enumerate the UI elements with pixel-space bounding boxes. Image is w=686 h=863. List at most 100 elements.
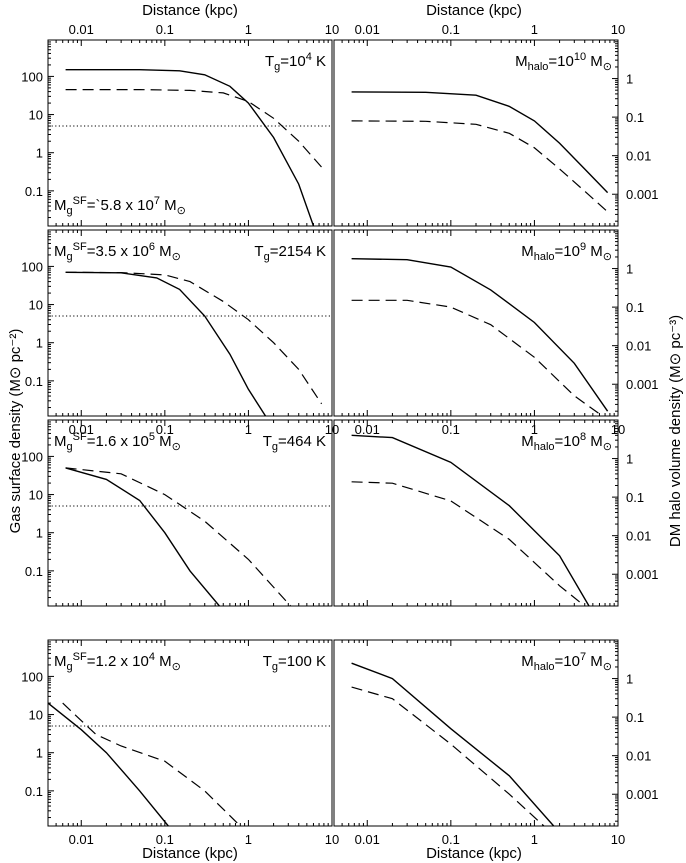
y-tick-label: 100 <box>21 259 43 274</box>
y-tick-label: 0.1 <box>626 300 644 315</box>
panel-annotation: Mhalo=108 M⊙ <box>521 431 612 453</box>
x-tick-label: 0.1 <box>156 22 174 37</box>
series-solid-line <box>65 271 267 416</box>
y-tick-label: 0.01 <box>626 149 651 164</box>
x-tick-label: 10 <box>325 22 339 37</box>
series-solid-line <box>65 69 315 226</box>
left-ylabel: Gas surface density (M⊙ pc⁻²) <box>7 329 24 534</box>
panel-annotation: Tg=464 K <box>263 433 326 453</box>
panel-annotation: Mhalo=1010 M⊙ <box>515 51 612 73</box>
series-dashed-line <box>62 702 241 826</box>
y-tick-label: 10 <box>29 298 43 313</box>
top-xlabel-left: Distance (kpc) <box>142 2 238 19</box>
x-tick-label: 1 <box>531 22 538 37</box>
panel-annotation: Tg=2154 K <box>254 243 326 263</box>
panel-annotation: Mhalo=109 M⊙ <box>521 241 612 263</box>
bottom-xlabel-right: Distance (kpc) <box>426 845 522 862</box>
panel-annotation: MgSF=`5.8 x 107 M⊙ <box>54 195 186 217</box>
y-tick-label: 0.1 <box>626 490 644 505</box>
x-tick-label: 0.01 <box>355 22 380 37</box>
series-group <box>48 271 332 416</box>
x-tick-label: 10 <box>611 22 625 37</box>
series-group <box>48 702 332 826</box>
x-tick-label: 0.1 <box>442 422 460 437</box>
series-dashed-line <box>65 467 292 606</box>
series-dashed-line <box>351 120 609 213</box>
y-tick-label: 100 <box>21 669 43 684</box>
x-tick-label: 10 <box>325 832 339 847</box>
y-tick-label: 100 <box>21 69 43 84</box>
x-tick-label: 1 <box>245 422 252 437</box>
panel-right-row-1: 0.01 0.1 1 10 0.001 0.01 0.1 1 Mhalo=1010 M⊙ <box>333 22 659 227</box>
x-tick-label: 1 <box>245 832 252 847</box>
series-group <box>351 434 590 606</box>
panel-annotation: MgSF=1.2 x 104 M⊙ <box>54 651 181 673</box>
series-dashed-line <box>351 481 586 606</box>
series-group <box>351 91 609 213</box>
x-tick-label: 0.1 <box>442 832 460 847</box>
x-tick-label: 1 <box>531 832 538 847</box>
x-tick-label: 1 <box>245 22 252 37</box>
y-tick-label: 100 <box>21 449 43 464</box>
series-dashed-line <box>351 299 604 416</box>
y-tick-label: 0.1 <box>626 710 644 725</box>
y-tick-label: 0.1 <box>25 564 43 579</box>
x-tick-label: 0.01 <box>69 422 94 437</box>
y-tick-label: 0.1 <box>25 784 43 799</box>
panel-left-row-4: 0.01 0.1 1 10 0.1 1 10 100 MgSF=1.2 x 104 M⊙ Tg=1… <box>21 639 339 847</box>
y-tick-label: 1 <box>36 146 43 161</box>
y-tick-label: 1 <box>626 72 633 87</box>
series-dashed-line <box>351 686 545 826</box>
x-tick-label: 1 <box>531 422 538 437</box>
y-tick-label: 0.01 <box>626 339 651 354</box>
y-tick-label: 1 <box>36 526 43 541</box>
panel-right-row-4: 0.01 0.1 1 10 0.001 0.01 0.1 1 Mhalo=107 M⊙ <box>333 639 659 847</box>
series-solid-line <box>351 662 555 826</box>
x-tick-label: 0.01 <box>69 832 94 847</box>
y-tick-label: 0.001 <box>626 187 659 202</box>
x-tick-label: 0.1 <box>156 832 174 847</box>
y-tick-label: 0.1 <box>626 110 644 125</box>
panel-annotation: MgSF=3.5 x 106 M⊙ <box>54 241 181 263</box>
panel-annotation: Tg=104 K <box>265 51 326 73</box>
y-tick-label: 1 <box>626 452 633 467</box>
series-group <box>351 258 609 416</box>
bottom-xlabel-left: Distance (kpc) <box>142 845 238 862</box>
y-tick-label: 1 <box>36 746 43 761</box>
series-group <box>48 467 332 606</box>
y-tick-label: 0.1 <box>25 374 43 389</box>
series-solid-line <box>351 434 590 606</box>
panel-frame <box>333 39 619 227</box>
y-tick-label: 0.1 <box>25 184 43 199</box>
panels: 0.01 0.1 1 10 0.1 1 10 100 Tg=104 K MgSF=`5.8 x 1… <box>21 22 658 847</box>
y-tick-label: 0.01 <box>626 529 651 544</box>
series-solid-line <box>65 467 220 606</box>
series-solid-line <box>351 258 609 412</box>
series-dashed-line <box>65 271 323 405</box>
series-dashed-line <box>65 89 323 168</box>
panel-left-row-3: 0.1 1 10 100 MgSF=1.6 x 105 M⊙ Tg=464 K <box>21 419 333 607</box>
y-tick-label: 10 <box>29 108 43 123</box>
x-tick-label: 0.01 <box>69 22 94 37</box>
y-tick-label: 0.01 <box>626 749 651 764</box>
right-ylabel: DM halo volume density (M⊙ pc⁻³) <box>667 315 684 547</box>
y-tick-label: 0.001 <box>626 377 659 392</box>
x-tick-label: 0.1 <box>442 22 460 37</box>
y-tick-label: 1 <box>626 262 633 277</box>
y-tick-label: 1 <box>36 336 43 351</box>
panel-annotation: Tg=100 K <box>263 653 326 673</box>
x-tick-label: 0.1 <box>156 422 174 437</box>
x-tick-label: 0.01 <box>355 832 380 847</box>
x-tick-label: 10 <box>611 832 625 847</box>
top-xlabel-right: Distance (kpc) <box>426 2 522 19</box>
y-tick-label: 10 <box>29 488 43 503</box>
y-tick-label: 0.001 <box>626 787 659 802</box>
y-tick-label: 0.001 <box>626 567 659 582</box>
panel-left-row-1: 0.01 0.1 1 10 0.1 1 10 100 Tg=104 K MgSF=`5.8 x 1… <box>21 22 339 227</box>
y-tick-label: 1 <box>626 672 633 687</box>
series-solid-line <box>48 702 169 826</box>
